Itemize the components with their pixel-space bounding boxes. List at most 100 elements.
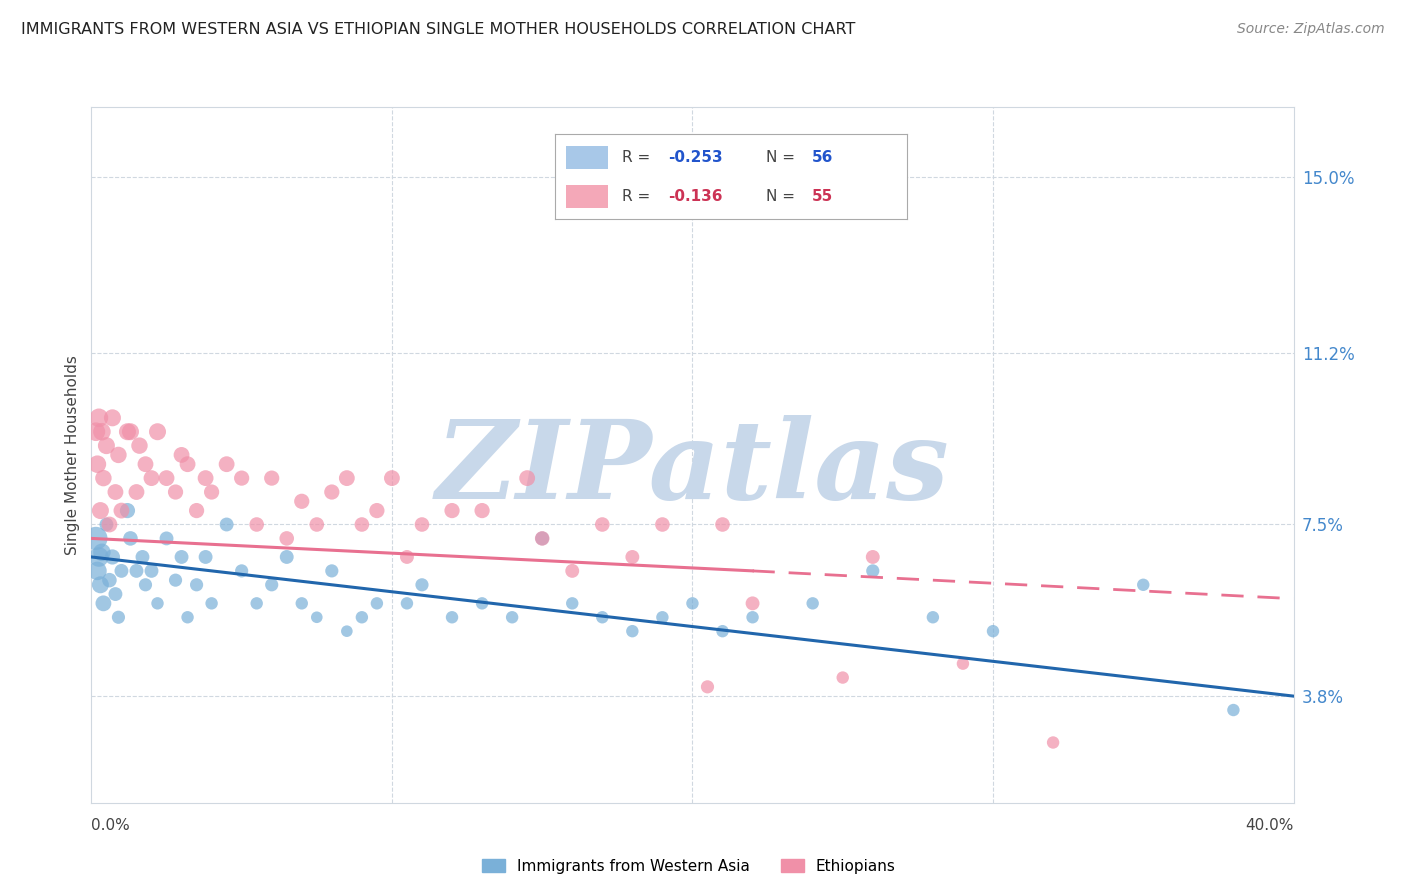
Point (110, 503, 132, 517)
Point (441, 503, 464, 517)
Point (84, 425, 107, 439)
Text: Source: ZipAtlas.com: Source: ZipAtlas.com (1237, 22, 1385, 37)
Point (87, 549, 110, 564)
Point (276, 549, 298, 564)
Point (531, 532, 554, 546)
Point (170, 549, 193, 564)
Point (291, 494, 314, 508)
Point (336, 624, 359, 639)
Point (741, 610, 763, 624)
Point (801, 596, 824, 610)
Point (128, 439, 150, 453)
Point (321, 485, 343, 500)
Point (862, 549, 884, 564)
Point (741, 596, 763, 610)
Point (101, 549, 124, 564)
Point (231, 471, 253, 485)
Text: IMMIGRANTS FROM WESTERN ASIA VS ETHIOPIAN SINGLE MOTHER HOUSEHOLDS CORRELATION C: IMMIGRANTS FROM WESTERN ASIA VS ETHIOPIA… (21, 22, 855, 37)
Point (134, 457, 156, 471)
Point (591, 517, 613, 532)
Point (305, 517, 328, 532)
Text: ZIPatlas: ZIPatlas (436, 415, 949, 523)
Y-axis label: Single Mother Households: Single Mother Households (65, 355, 80, 555)
Point (90, 545, 112, 559)
Point (350, 517, 373, 532)
Point (117, 503, 139, 517)
Point (246, 517, 269, 532)
Point (84, 532, 107, 546)
Point (981, 624, 1004, 639)
Text: N =: N = (766, 150, 800, 165)
Point (395, 549, 418, 564)
Point (651, 517, 673, 532)
Point (165, 485, 187, 500)
Point (86, 564, 108, 578)
Point (531, 532, 554, 546)
Point (110, 564, 132, 578)
Point (89, 578, 111, 592)
Point (260, 471, 283, 485)
Point (952, 657, 974, 671)
Text: -0.253: -0.253 (668, 150, 723, 165)
Text: 55: 55 (813, 189, 834, 204)
Point (621, 624, 644, 639)
Text: R =: R = (621, 189, 655, 204)
Text: R =: R = (621, 150, 655, 165)
Point (711, 624, 734, 639)
Point (471, 596, 494, 610)
Point (681, 596, 703, 610)
Point (87, 410, 110, 425)
Point (395, 596, 418, 610)
Point (1222, 703, 1244, 717)
Point (146, 425, 169, 439)
Point (141, 471, 163, 485)
FancyBboxPatch shape (565, 185, 609, 209)
Point (561, 564, 583, 578)
Point (516, 471, 538, 485)
Point (186, 578, 208, 592)
Point (350, 610, 373, 624)
FancyBboxPatch shape (565, 145, 609, 169)
Point (194, 471, 217, 485)
Point (276, 532, 298, 546)
Point (321, 564, 343, 578)
Text: 56: 56 (813, 150, 834, 165)
Point (336, 471, 359, 485)
Point (125, 485, 148, 500)
Point (246, 596, 269, 610)
Point (96, 517, 118, 532)
Point (98, 517, 121, 532)
Point (260, 578, 283, 592)
Point (176, 457, 198, 471)
Point (501, 610, 523, 624)
Point (107, 448, 129, 462)
Text: 40.0%: 40.0% (1246, 818, 1294, 832)
Point (101, 410, 124, 425)
Point (125, 564, 148, 578)
Point (155, 471, 177, 485)
Point (104, 587, 127, 601)
Point (146, 596, 169, 610)
Point (711, 517, 734, 532)
Point (170, 448, 193, 462)
Point (411, 517, 433, 532)
Point (561, 596, 583, 610)
Point (134, 578, 156, 592)
Point (305, 610, 328, 624)
Point (86, 457, 108, 471)
Point (201, 596, 224, 610)
Point (471, 503, 494, 517)
Point (96, 439, 118, 453)
Point (117, 425, 139, 439)
Point (93, 596, 115, 610)
Point (120, 532, 142, 546)
Point (120, 425, 142, 439)
Point (90, 425, 112, 439)
Legend: Immigrants from Western Asia, Ethiopians: Immigrants from Western Asia, Ethiopians (477, 853, 901, 880)
Point (98, 573, 121, 587)
Point (922, 610, 945, 624)
Point (591, 610, 613, 624)
Point (155, 532, 177, 546)
Point (411, 578, 433, 592)
Point (131, 549, 153, 564)
